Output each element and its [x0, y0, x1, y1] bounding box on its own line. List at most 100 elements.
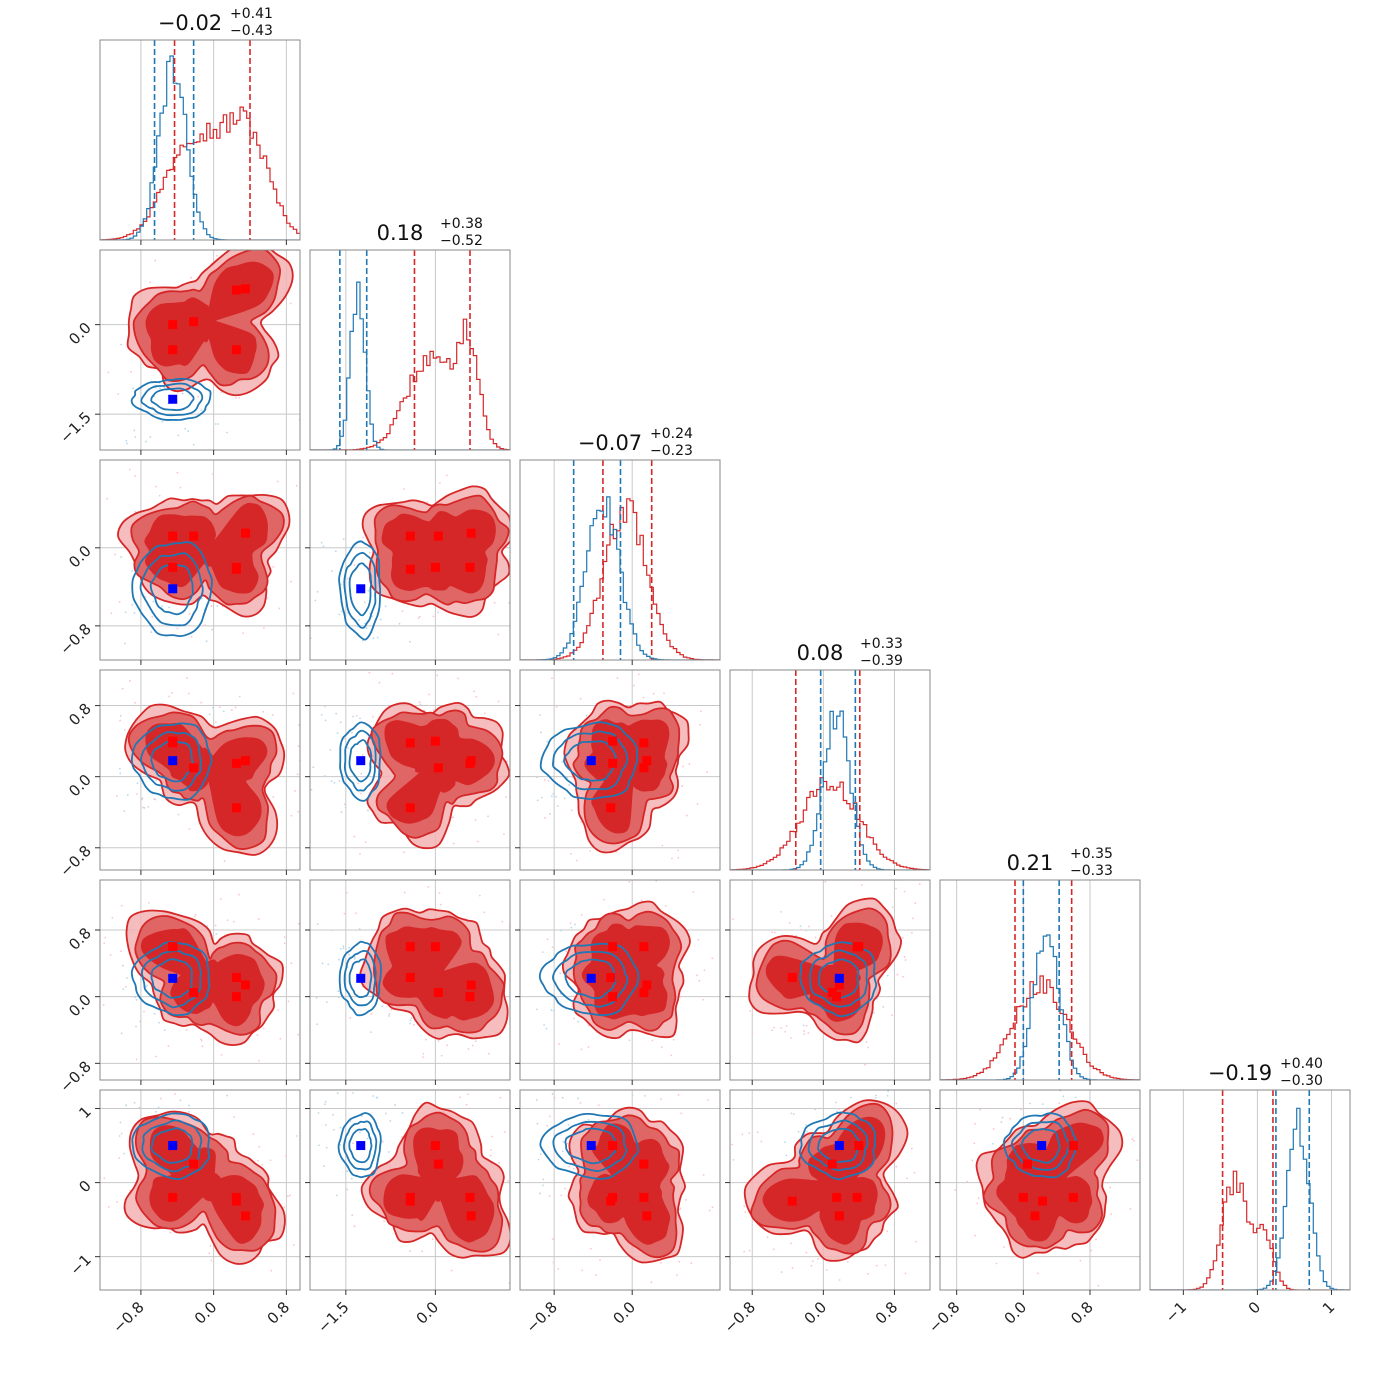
histogram-blue: [100, 55, 300, 240]
sample-dot-blue: [550, 795, 553, 798]
y-tick-label: −1: [66, 1251, 94, 1279]
sample-dot-red: [678, 1260, 681, 1263]
sample-dot-red: [489, 1154, 492, 1157]
sample-dot-red: [292, 692, 295, 695]
sample-dot-red: [183, 228, 185, 230]
y-tick-label: −0.8: [56, 1057, 94, 1095]
sample-dot-blue: [381, 1005, 384, 1008]
sample-dot-blue: [361, 639, 364, 642]
sample-dot-blue: [1029, 1102, 1031, 1105]
sample-dot-red: [548, 1195, 551, 1197]
sample-dot-red: [681, 785, 683, 787]
sample-dot-red: [409, 1250, 411, 1253]
sample-dot-blue: [354, 956, 356, 959]
sample-dot-red: [360, 792, 362, 795]
sample-dot-red: [751, 1031, 754, 1034]
sample-dot-red: [780, 1271, 783, 1273]
marker-red: [608, 736, 618, 746]
title-upper: +0.40: [1280, 1056, 1323, 1072]
sample-dot-red: [465, 1103, 468, 1106]
sample-dot-blue: [806, 1130, 809, 1133]
sample-dot-blue: [539, 1192, 542, 1195]
marker-red: [240, 756, 250, 766]
sample-dot-blue: [201, 597, 203, 600]
sample-dot-red: [277, 1009, 280, 1012]
sample-dot-blue: [802, 1024, 805, 1027]
contour-red-2: [762, 1116, 886, 1245]
marker-red: [405, 1192, 415, 1202]
panel-plot-area: [310, 670, 510, 870]
sample-dot-blue: [1074, 1096, 1077, 1099]
title-upper: +0.38: [440, 216, 483, 232]
sample-dot-red: [697, 938, 700, 941]
sample-dot-blue: [320, 713, 323, 716]
marker-red: [465, 992, 475, 1002]
sample-dot-red: [614, 877, 616, 879]
sample-dot-red: [830, 915, 833, 918]
sample-dot-red: [552, 1261, 555, 1264]
y-tick-label: −0.8: [56, 620, 94, 658]
sample-dot-blue: [226, 431, 228, 434]
sample-dot-red: [548, 1115, 551, 1118]
contour-blue-1: [343, 1120, 378, 1171]
sample-dot-red: [260, 245, 262, 247]
sample-dot-red: [292, 1244, 295, 1246]
sample-dot-blue: [124, 611, 127, 614]
sample-dot-red: [529, 632, 531, 634]
sample-dot-red: [708, 1209, 711, 1212]
sample-dot-red: [114, 553, 116, 556]
x-tick-label: −1: [1162, 1298, 1190, 1326]
sample-dot-blue: [549, 812, 551, 815]
sample-dot-blue: [126, 794, 129, 796]
sample-dot-red: [569, 922, 572, 925]
sample-dot-blue: [356, 625, 359, 628]
sample-dot-blue: [372, 1095, 375, 1097]
panel-plot-area: [1150, 1090, 1350, 1290]
sample-dot-red: [476, 840, 479, 843]
sample-dot-red: [116, 1200, 119, 1203]
sample-dot-red: [1110, 1213, 1113, 1216]
sample-dot-blue: [346, 1170, 349, 1173]
panel-diag-5: −1 0 1: [1149, 1089, 1351, 1326]
sample-dot-blue: [337, 990, 340, 993]
sample-dot-red: [234, 706, 237, 709]
sample-dot-red: [914, 902, 917, 905]
sample-dot-blue: [342, 538, 345, 541]
sample-dot-red: [1009, 1117, 1012, 1120]
panel-frame: [99, 879, 301, 1081]
contour-blue-2: [131, 1112, 211, 1180]
sample-dot-red: [238, 396, 240, 399]
panel-plot-area: [520, 1090, 720, 1290]
marker-red: [405, 973, 415, 982]
sample-dot-red: [436, 674, 439, 677]
sample-dot-blue: [1062, 1095, 1065, 1098]
sample-dot-blue: [332, 1128, 335, 1131]
y-tick-label: 0.0: [65, 991, 95, 1021]
sample-dot-red: [130, 370, 132, 373]
sample-dot-red: [660, 1098, 662, 1100]
sample-dot-blue: [545, 1027, 548, 1030]
marker-red: [832, 1192, 842, 1202]
sample-dot-blue: [134, 996, 137, 999]
title-upper: +0.24: [650, 426, 693, 442]
sample-dot-red: [262, 627, 265, 629]
sample-dot-red: [555, 706, 558, 708]
panel-frame: [99, 249, 301, 451]
marker-red: [189, 317, 199, 327]
sample-dot-red: [179, 486, 182, 489]
sample-dot-blue: [410, 1017, 413, 1020]
sample-dot-blue: [134, 436, 137, 438]
sample-dot-red: [661, 844, 664, 847]
sample-dot-red: [251, 242, 253, 244]
marker-blue: [356, 756, 366, 766]
marker-red: [231, 1192, 241, 1202]
sample-dot-blue: [873, 1011, 876, 1014]
sample-dot-blue: [120, 556, 123, 558]
sample-dot-red: [418, 701, 421, 704]
sample-dot-red: [487, 815, 489, 818]
sample-dot-red: [431, 1238, 434, 1241]
sample-dot-blue: [805, 1123, 808, 1126]
sample-dot-red: [136, 793, 138, 795]
sample-dot-blue: [814, 1108, 816, 1111]
